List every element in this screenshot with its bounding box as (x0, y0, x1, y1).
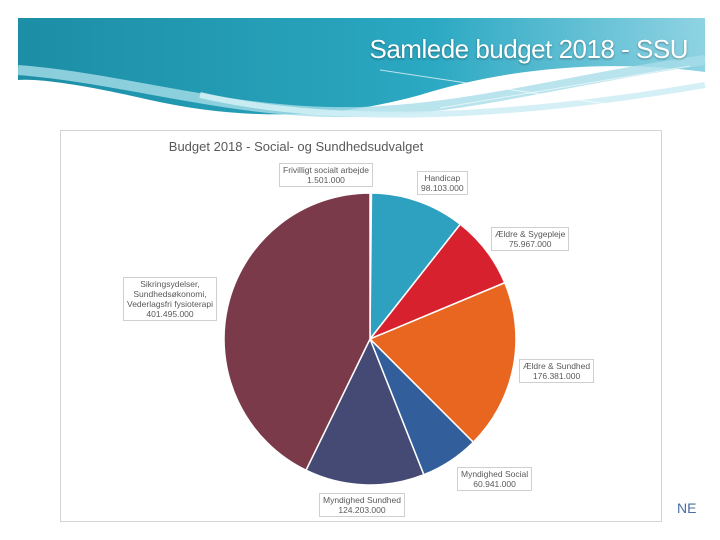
pie-slice-6 (223, 192, 371, 472)
chart-title: Budget 2018 - Social- og Sundhedsudvalge… (168, 139, 424, 154)
data-label-myndighed-sundhed: Myndighed Sundhed 124.203.000 (319, 493, 405, 517)
data-label-handicap: Handicap 98.103.000 (417, 171, 468, 195)
label-name-line: Sikringsydelser, (140, 279, 200, 289)
label-name: Handicap (424, 173, 461, 183)
label-name-line: Sundhedsøkonomi, (133, 289, 207, 299)
label-name: Ældre & Sygepleje (495, 229, 566, 239)
slide-title: Samlede budget 2018 - SSU (369, 34, 689, 64)
label-name-line: Vederlagsfri fysioterapi (127, 299, 213, 309)
label-value: 124.203.000 (338, 505, 386, 515)
chart-frame: Budget 2018 - Social- og Sundhedsudvalge… (60, 130, 662, 522)
label-value: 401.495.000 (146, 309, 194, 319)
pie-slice-3 (368, 281, 517, 444)
label-value: 98.103.000 (421, 183, 464, 193)
header-banner (17, 18, 706, 119)
data-label-sikringsydelser: Sikringsydelser, Sundhedsøkonomi, Vederl… (123, 277, 217, 321)
label-value: 1.501.000 (307, 175, 345, 185)
label-value: 75.967.000 (508, 239, 552, 249)
data-label-aeldre-sundhed: Ældre & Sundhed 176.381.000 (519, 359, 595, 383)
data-label-aeldre-sygepleje: Ældre & Sygepleje 75.967.000 (491, 227, 570, 251)
label-name: Ældre & Sundhed (523, 361, 591, 371)
label-value: 176.381.000 (532, 371, 581, 381)
label-name: Myndighed Sundhed (323, 495, 401, 505)
pie-slice-1 (369, 192, 462, 342)
corner-text: NE (677, 500, 697, 516)
pie-slice-5 (304, 337, 425, 486)
label-name: Myndighed Social (461, 469, 529, 479)
label-name: Frivilligt socialt arbejde (283, 165, 369, 175)
pie-chart (223, 192, 517, 486)
data-label-myndighed-social: Myndighed Social 60.941.000 (457, 467, 533, 491)
data-label-frivilligt: Frivilligt socialt arbejde 1.501.000 (279, 163, 373, 187)
label-value: 60.941.000 (473, 479, 516, 489)
